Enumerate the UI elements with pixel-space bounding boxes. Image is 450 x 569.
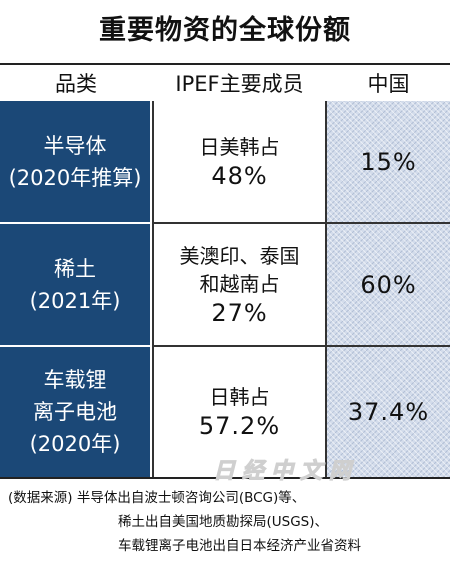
category-line: 半导体	[43, 133, 107, 158]
china-share-semiconductor: 15%	[327, 101, 450, 224]
ipef-share: 27%	[211, 298, 268, 327]
category-cell-semiconductor: 半导体 (2020年推算)	[0, 101, 152, 224]
page-title: 重要物资的全球份额	[99, 15, 351, 46]
ipef-members: 美澳印、泰国	[179, 243, 300, 268]
ipef-members: 日美韩占	[199, 134, 280, 159]
category-line: (2021年)	[29, 288, 121, 313]
table-bottom-rule	[0, 477, 450, 479]
source-note: (数据来源) 半导体出自波士顿咨询公司(BCG)等、 稀土出自美国地质勘探局(U…	[8, 486, 448, 558]
header-ipef: IPEF主要成员	[175, 72, 304, 96]
header-china: 中国	[367, 72, 410, 96]
category-cell-rare-earth: 稀土 (2021年)	[0, 224, 152, 347]
ipef-members: 日韩占	[209, 385, 270, 409]
source-text: 半导体出自波士顿咨询公司(BCG)等、	[76, 490, 306, 506]
china-share-rare-earth: 60%	[327, 224, 450, 347]
watermark: 日经中文网	[212, 459, 359, 485]
source-line-3: 车载锂离子电池出自日本经济产业省资料	[118, 538, 361, 554]
china-share-battery: 37.4%	[327, 347, 450, 477]
ipef-cell-semiconductor: 日美韩占 48%	[152, 101, 327, 224]
source-line-1: (数据来源) 半导体出自波士顿咨询公司(BCG)等、	[8, 486, 448, 510]
ipef-cell-battery: 日韩占 57.2%	[152, 347, 327, 477]
header-category: 品类	[55, 72, 97, 96]
share-table: 半导体 (2020年推算) 日美韩占 48% 15% 稀土 (2021年) 美澳…	[0, 101, 450, 477]
ipef-members: 和越南占	[199, 271, 280, 296]
category-line: 稀土	[54, 256, 96, 281]
category-line: 离子电池	[33, 400, 117, 424]
category-line: (2020年推算)	[8, 165, 142, 190]
ipef-share: 57.2%	[198, 412, 281, 440]
category-line: 车载锂	[43, 368, 107, 392]
category-cell-battery: 车载锂 离子电池 (2020年)	[0, 347, 152, 477]
table-header: 品类 IPEF主要成员 中国	[0, 63, 450, 103]
source-line-2: 稀土出自美国地质勘探局(USGS)、	[118, 514, 329, 530]
ipef-share: 48%	[211, 161, 268, 190]
ipef-cell-rare-earth: 美澳印、泰国 和越南占 27%	[152, 224, 327, 347]
category-line: (2020年)	[29, 432, 121, 456]
source-prefix: (数据来源)	[8, 490, 73, 506]
